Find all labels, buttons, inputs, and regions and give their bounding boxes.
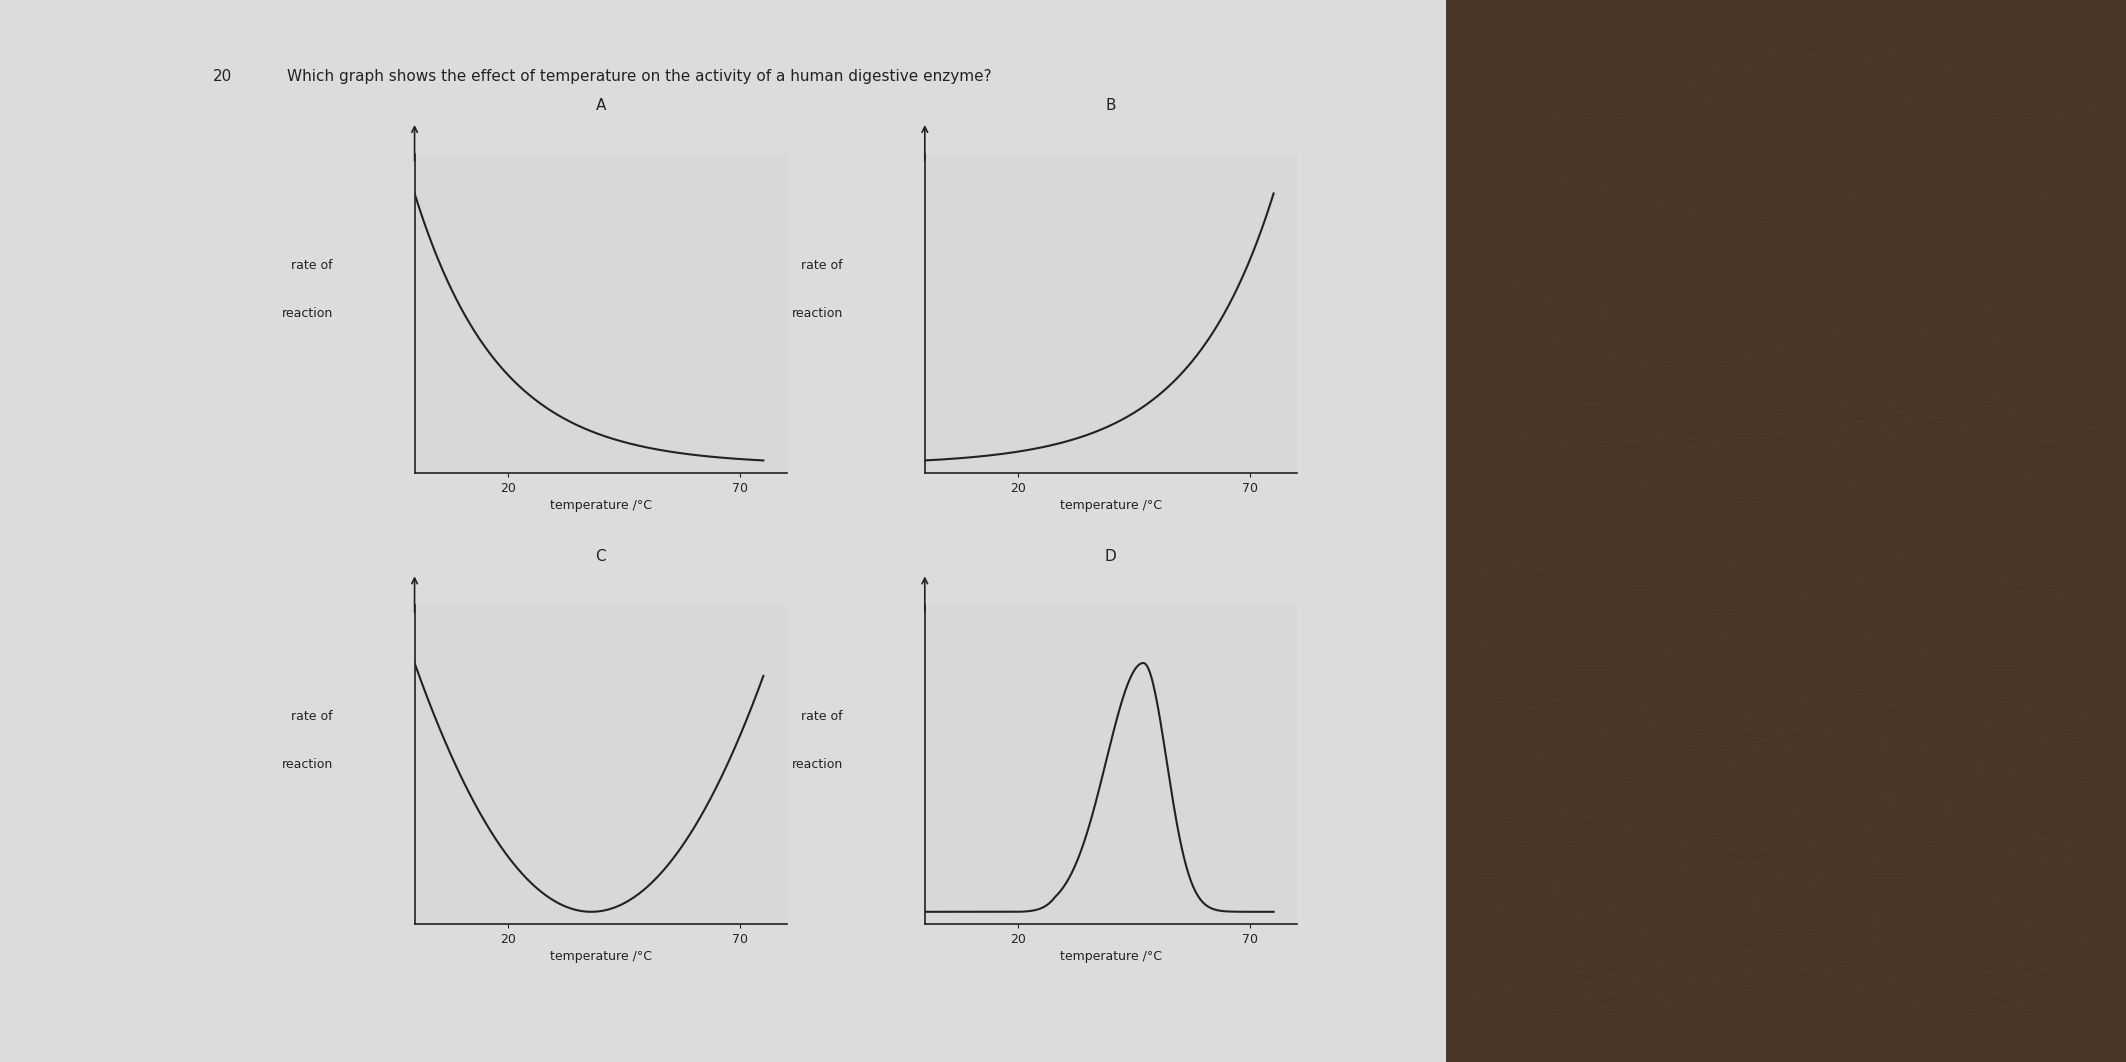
X-axis label: temperature /°C: temperature /°C [551,950,651,963]
X-axis label: temperature /°C: temperature /°C [1061,950,1161,963]
Text: rate of: rate of [291,259,332,272]
Text: B: B [1106,98,1116,113]
Text: reaction: reaction [791,758,842,771]
Text: reaction: reaction [791,307,842,320]
Text: reaction: reaction [281,307,332,320]
Text: Which graph shows the effect of temperature on the activity of a human digestive: Which graph shows the effect of temperat… [287,69,991,84]
Text: A: A [595,98,606,113]
Text: C: C [595,549,606,564]
Text: D: D [1106,549,1116,564]
Text: rate of: rate of [291,710,332,723]
X-axis label: temperature /°C: temperature /°C [1061,499,1161,512]
X-axis label: temperature /°C: temperature /°C [551,499,651,512]
Text: reaction: reaction [281,758,332,771]
Text: 20: 20 [213,69,232,84]
Text: rate of: rate of [802,710,842,723]
Text: rate of: rate of [802,259,842,272]
